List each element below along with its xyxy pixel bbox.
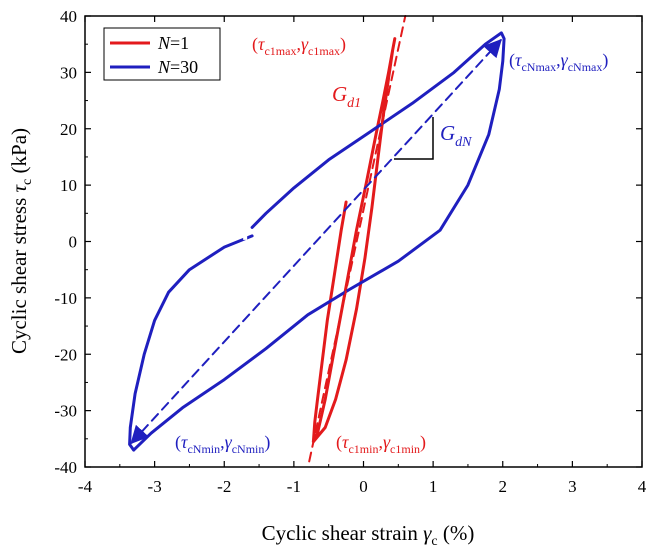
x-axis-title-sub: c [431, 534, 437, 549]
series-line-secant-N1 [308, 15, 407, 463]
x-tick-label: -3 [148, 477, 162, 496]
y-tick-label: 10 [60, 176, 77, 195]
x-tick-label: -1 [287, 477, 301, 496]
ann-gdn-sub: dN [455, 135, 472, 150]
legend-label-n1: N=1 [157, 33, 189, 53]
ann-n1min-close: ) [420, 432, 426, 453]
ann-nNmax-gamma-sub: cNmax [568, 60, 603, 74]
series-line-secant-N30 [130, 38, 502, 445]
y-tick-label: -20 [54, 345, 77, 364]
x-tick-label: 4 [638, 477, 647, 496]
ann-n1max-tau-sub: c1max [264, 44, 296, 58]
ann-n1min-gamma-sub: c1min [390, 442, 420, 456]
x-axis-title-unit: (%) [438, 521, 475, 545]
ann-n1min-tau-sub: c1min [348, 442, 378, 456]
ann-gd1-main: G [332, 82, 347, 106]
ann-nNmax-tau-sub: cNmax [521, 60, 556, 74]
ann-nNmax-tau: τ [515, 50, 522, 70]
y-tick-label: 20 [60, 120, 77, 139]
y-tick-label: 30 [60, 63, 77, 82]
ann-n1max-gamma: γ [301, 34, 309, 54]
ann-gdn-main: G [440, 121, 455, 145]
ann-n1min-sep: , [378, 432, 383, 452]
legend-n30-rest: =30 [170, 57, 198, 77]
legend: N=1 N=30 [103, 27, 221, 81]
ann-nNmin-tau: τ [181, 432, 188, 452]
y-tick-label: -30 [54, 402, 77, 421]
ann-n1max-tau: τ [258, 34, 265, 54]
ann-nNmin-open: ( [175, 432, 181, 453]
ann-n1max-close: ) [340, 34, 346, 55]
x-tick-label: 0 [359, 477, 368, 496]
ann-nNmax-close: ) [602, 50, 608, 71]
ann-nNmin-sep: , [220, 432, 225, 452]
ann-n1max-gamma-sub: c1max [308, 44, 340, 58]
ann-nNmax-open: ( [509, 50, 515, 71]
ann-n1max-sep: , [296, 34, 301, 54]
x-tick-label: 3 [568, 477, 577, 496]
ann-nNmin-gamma: γ [225, 432, 233, 452]
y-tick-label: -10 [54, 289, 77, 308]
ann-n1min-gamma: γ [383, 432, 391, 452]
y-tick-label: -40 [54, 458, 77, 477]
annotation-nN-max: (τcNmax,γcNmax) [509, 50, 608, 74]
y-tick-label: 40 [60, 7, 77, 26]
y-axis-title-sub: c [20, 179, 35, 185]
ann-n1min-open: ( [336, 432, 342, 453]
y-axis-title: Cyclic shear stress τc (kPa) [7, 128, 35, 354]
ann-nNmax-sep: , [556, 50, 561, 70]
x-tick-label: 2 [499, 477, 508, 496]
y-tick-label: 0 [69, 233, 78, 252]
annotation-nN-min: (τcNmin,γcNmin) [175, 432, 270, 456]
annotation-n1-min: (τc1min,γc1min) [336, 432, 426, 456]
x-tick-label: 1 [429, 477, 438, 496]
annotation-gdn: GdN [440, 121, 472, 150]
x-tick-label: -2 [217, 477, 231, 496]
slope-bracket [394, 117, 434, 160]
plot-frame [84, 15, 643, 468]
legend-box [103, 27, 221, 81]
ann-n1max-open: ( [252, 34, 258, 55]
x-tick-label: -4 [78, 477, 93, 496]
legend-label-n30: N=30 [157, 57, 198, 77]
plot-area [128, 15, 506, 463]
x-axis-title-symbol: γ [423, 521, 432, 545]
curve-gap-1 [232, 231, 237, 240]
legend-n30-italic: N [157, 57, 171, 77]
annotation-gd1: Gd1 [332, 82, 361, 111]
x-axis-title-text: Cyclic shear strain [262, 521, 424, 545]
annotation-n1-max: (τc1max,γc1max) [252, 34, 346, 58]
curve-gap-0 [243, 231, 248, 240]
legend-n1-italic: N [157, 33, 171, 53]
y-axis-title-symbol: τ [7, 183, 31, 192]
ann-nNmin-gamma-sub: cNmin [232, 442, 265, 456]
y-axis-title-unit: (kPa) [7, 128, 31, 179]
ann-n1min-tau: τ [342, 432, 349, 452]
ann-nNmin-close: ) [264, 432, 270, 453]
legend-n1-rest: =1 [170, 33, 189, 53]
ann-nNmax-gamma: γ [561, 50, 569, 70]
ann-nNmin-tau-sub: cNmin [187, 442, 220, 456]
ann-gd1-sub: d1 [347, 96, 361, 111]
y-axis-title-text: Cyclic shear stress [7, 192, 31, 354]
x-axis-title: Cyclic shear strain γc (%) [262, 521, 475, 549]
